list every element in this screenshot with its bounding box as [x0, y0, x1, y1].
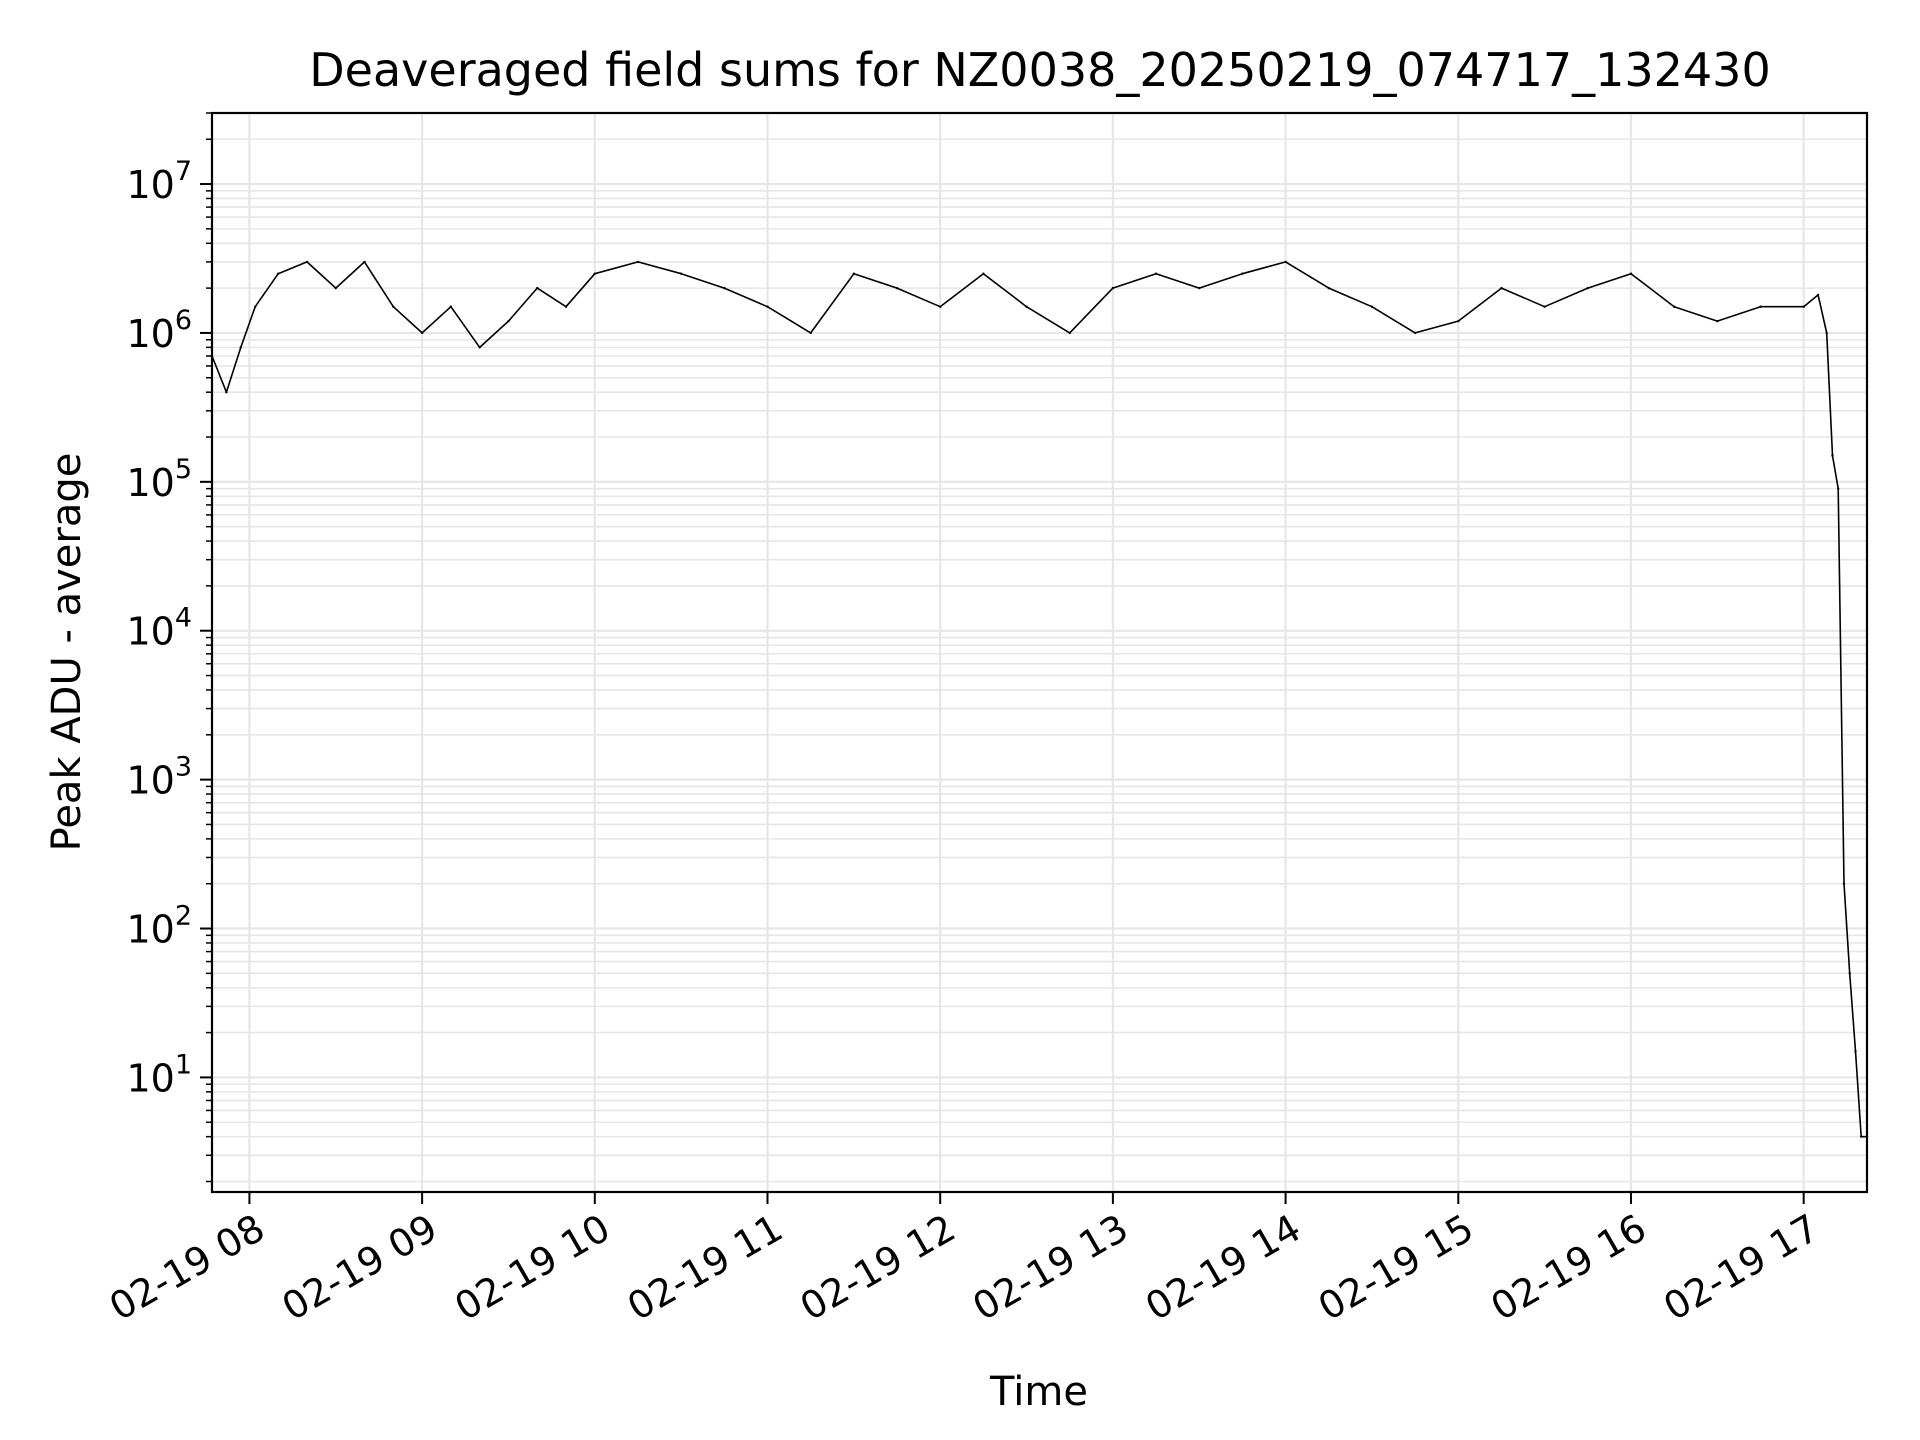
data-point	[420, 331, 424, 335]
data-point	[1825, 331, 1828, 335]
y-tick-label: 103	[126, 752, 192, 803]
data-point	[277, 272, 280, 275]
data-point	[478, 346, 481, 349]
series-layer	[210, 260, 1869, 1138]
y-tick-label: 102	[126, 901, 192, 952]
data-point	[1860, 1135, 1863, 1138]
data-point	[1848, 972, 1851, 975]
data-point	[1068, 331, 1071, 335]
data-point	[1816, 293, 1820, 297]
data-point	[1327, 286, 1330, 290]
data-point	[1241, 272, 1244, 275]
data-point	[1629, 272, 1633, 275]
data-point	[1543, 305, 1546, 308]
data-point	[939, 305, 942, 308]
y-tick-label: 104	[126, 603, 192, 654]
data-point	[636, 260, 640, 264]
data-point	[363, 260, 366, 264]
data-point	[225, 390, 228, 394]
data-point	[809, 331, 812, 335]
grid-layer	[212, 112, 1867, 1192]
data-point	[1586, 286, 1590, 290]
plot-area-frame	[210, 111, 1869, 1194]
data-point	[1025, 305, 1028, 308]
data-point	[1111, 286, 1115, 290]
data-point	[766, 305, 769, 308]
data-point	[449, 305, 453, 308]
data-point	[334, 286, 337, 290]
data-point	[1716, 319, 1719, 323]
x-axis-label: Time	[989, 1369, 1088, 1415]
data-point	[536, 286, 539, 290]
data-point	[239, 346, 242, 349]
data-point	[1759, 305, 1762, 308]
data-point	[1500, 286, 1503, 290]
data-point	[507, 319, 510, 323]
data-point	[895, 286, 899, 290]
data-point	[1413, 331, 1417, 335]
data-point	[1370, 305, 1374, 308]
data-point	[1198, 286, 1201, 290]
data-point	[1802, 305, 1805, 308]
data-point	[1154, 272, 1158, 275]
data-point	[1831, 454, 1834, 457]
data-point	[392, 305, 395, 308]
data-point	[1457, 319, 1460, 323]
data-point	[1284, 260, 1287, 264]
y-tick-label: 105	[126, 454, 192, 505]
data-point	[564, 305, 568, 308]
data-point	[1854, 1049, 1857, 1053]
data-point	[253, 305, 257, 308]
data-point	[852, 272, 856, 275]
data-point	[305, 260, 309, 264]
data-point	[723, 286, 726, 290]
y-axis-label: Peak ADU - average	[44, 453, 90, 852]
data-point	[1672, 305, 1676, 308]
chart-title: Deaveraged field sums for NZ0038_2025021…	[309, 43, 1770, 97]
y-tick-label: 101	[126, 1049, 192, 1100]
y-tick-label: 106	[126, 305, 192, 356]
data-point	[982, 272, 985, 275]
data-point	[1837, 487, 1840, 490]
data-point	[679, 272, 683, 275]
data-point	[1842, 882, 1846, 885]
data-point	[593, 272, 597, 275]
y-tick-label: 107	[126, 156, 192, 207]
